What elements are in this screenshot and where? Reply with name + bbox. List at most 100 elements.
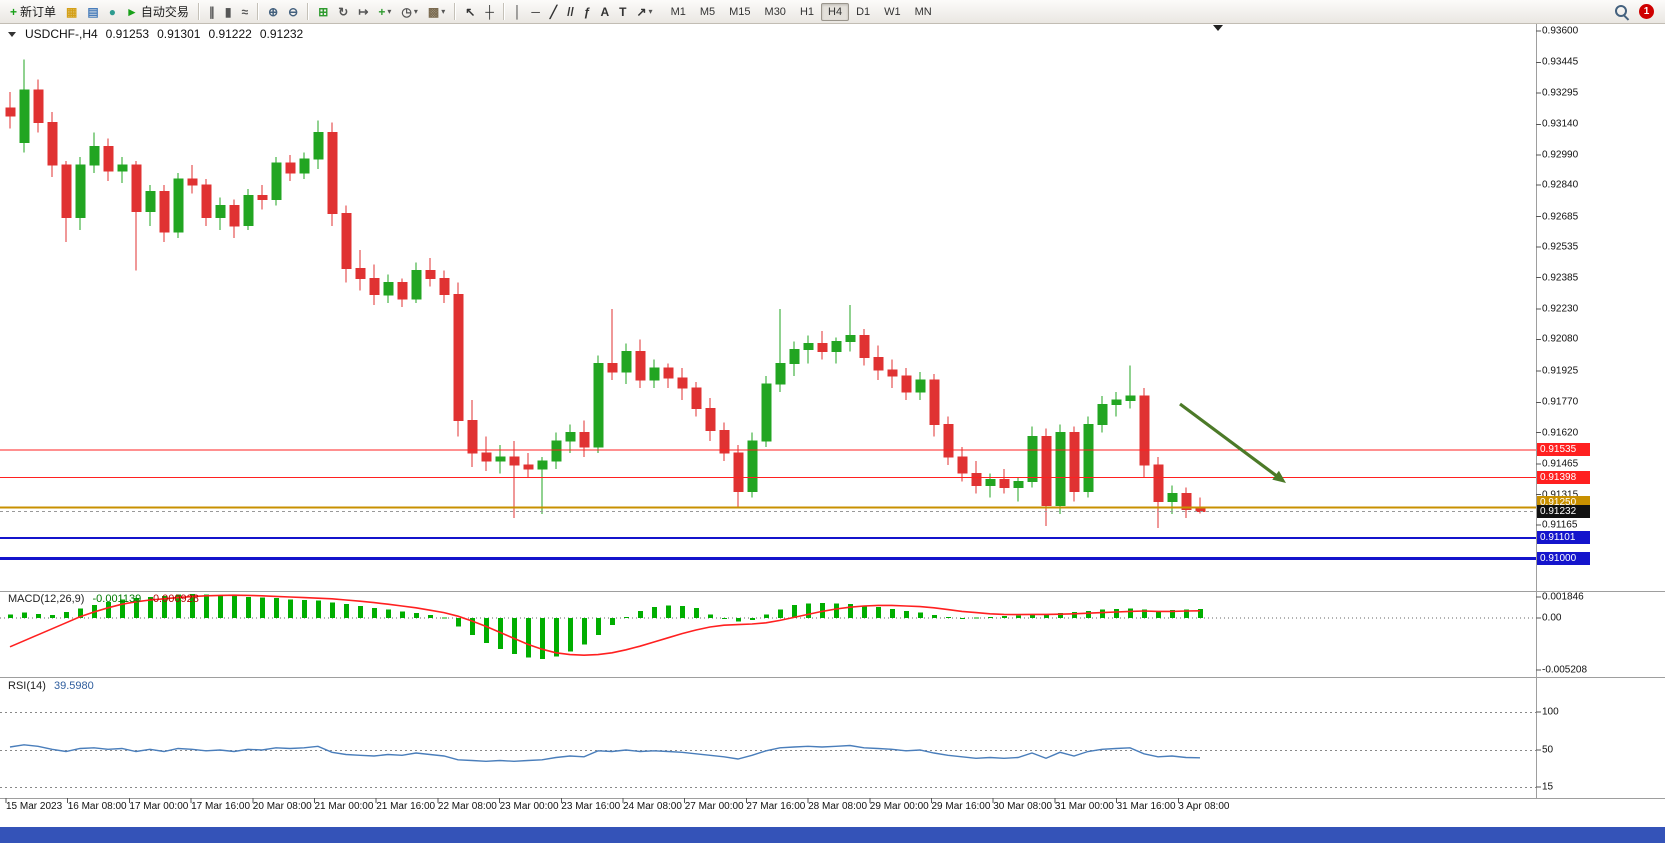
toolbar-separator (307, 3, 310, 20)
level-price-badge[interactable]: 0.91101 (1537, 531, 1590, 544)
rsi-axis-tick: 50 (1542, 744, 1554, 756)
candle-body (47, 121, 58, 166)
macd-bar (134, 598, 139, 618)
navigator-button[interactable]: ● (105, 1, 120, 22)
timeframe-m15[interactable]: M15 (729, 5, 751, 18)
price-tick: 0.92685 (1542, 211, 1579, 223)
macd-bar (960, 618, 965, 619)
macd-bar (1044, 615, 1049, 618)
timeframe-m30[interactable]: M30 (764, 5, 786, 18)
candle-body (327, 131, 338, 214)
candle-body (677, 377, 688, 389)
zoom-in-button[interactable]: ⊕ (264, 1, 282, 22)
trendline-button[interactable]: ╱ (546, 1, 561, 22)
macd-bar (260, 597, 265, 618)
candle-body (845, 334, 856, 342)
level-price-badge[interactable]: 0.91398 (1537, 470, 1590, 484)
bar-chart-button[interactable]: ∥ (205, 1, 219, 22)
time-tick-label: 3 Apr 08:00 (1178, 801, 1230, 812)
arrows-button[interactable]: ↗ ▾ (632, 1, 656, 22)
candle-body (355, 267, 366, 279)
templates-button[interactable]: ▩ ▾ (424, 1, 449, 22)
price-tick: 0.93445 (1542, 56, 1579, 68)
zoom-out-button[interactable]: ⊖ (284, 1, 302, 22)
macd-bar (288, 599, 293, 618)
time-tick-label: 30 Mar 08:00 (993, 801, 1053, 812)
macd-bar (148, 597, 153, 618)
level-price-badge[interactable]: 0.91000 (1537, 551, 1590, 565)
data-window-button[interactable]: ▤ (83, 1, 102, 22)
candle-body (985, 478, 996, 486)
horizontal-line-button[interactable]: ─ (527, 1, 544, 22)
candle-body (775, 363, 786, 385)
timeframe-h1[interactable]: H1 (799, 5, 814, 18)
auto-trading-label: 自动交易 (140, 5, 189, 19)
time-tick-label: 22 Mar 08:00 (437, 801, 497, 812)
macd-bar (708, 614, 713, 618)
macd-bar (540, 618, 545, 659)
level-price-badge[interactable]: 0.91535 (1537, 442, 1590, 456)
text-label-button[interactable]: T (615, 1, 630, 22)
candle-body (467, 420, 478, 454)
new-order-button[interactable]: + 新订单 (6, 1, 60, 22)
time-tick-label: 28 Mar 08:00 (808, 801, 868, 812)
trendline-icon: ╱ (549, 4, 558, 19)
candle-body (313, 131, 324, 160)
periods-button[interactable]: ◷ ▾ (397, 1, 422, 22)
timeframe-mn[interactable]: MN (914, 5, 932, 18)
candle-body (901, 375, 912, 393)
chart-shift-button[interactable]: ↦ (354, 1, 372, 22)
auto-scroll-button[interactable]: ↻ (334, 1, 352, 22)
trend-arrow[interactable] (1179, 402, 1286, 483)
candle-body (943, 424, 954, 458)
macd-bar (624, 616, 629, 618)
candlestick-chart-button[interactable]: ▮ (221, 1, 236, 22)
candle-body (5, 107, 16, 117)
macd-bar (1058, 613, 1063, 618)
crosshair-icon: ┼ (485, 4, 494, 19)
candle-body (89, 146, 100, 166)
one-click-trading-toggle[interactable] (8, 31, 16, 37)
macd-bar (988, 616, 993, 618)
timeframe-w1[interactable]: W1 (884, 5, 901, 18)
tile-windows-button[interactable]: ⊞ (314, 1, 332, 22)
timeframe-d1[interactable]: D1 (856, 5, 871, 18)
rsi-level-lines (0, 712, 1536, 788)
equidistant-channel-button[interactable]: // (563, 1, 578, 22)
timeframe-m5[interactable]: M5 (699, 5, 716, 18)
macd-bar (890, 609, 895, 618)
chevron-down-icon: ▾ (413, 7, 418, 16)
price-tick: 0.92535 (1542, 241, 1579, 253)
templates-icon: ▩ (427, 4, 440, 19)
time-tick-label: 23 Mar 00:00 (499, 801, 559, 812)
fibonacci-button[interactable]: ƒ (580, 1, 595, 22)
candle-body (1125, 395, 1136, 401)
navigator-icon: ● (108, 4, 116, 19)
candle-body (61, 164, 72, 219)
macd-bar (946, 616, 951, 618)
candle-body (159, 190, 170, 233)
macd-bar (414, 613, 419, 618)
tile-windows-icon: ⊞ (318, 4, 329, 19)
timeframe-h4[interactable]: H4 (821, 2, 850, 21)
candle-body (621, 351, 632, 373)
search-icon[interactable] (1615, 4, 1629, 19)
candle-body (145, 190, 156, 213)
candle-body (999, 478, 1010, 488)
indicators-button[interactable]: + ▾ (374, 1, 395, 22)
market-watch-icon: ▦ (66, 4, 78, 19)
crosshair-button[interactable]: ┼ (481, 1, 498, 22)
line-chart-button[interactable]: ≈ (237, 1, 252, 22)
periods-icon: ◷ (401, 4, 412, 19)
vertical-line-button[interactable]: │ (510, 1, 526, 22)
timeframe-m1[interactable]: M1 (670, 5, 686, 18)
candle-body (495, 456, 506, 462)
cursor-button[interactable]: ↖ (461, 1, 479, 22)
rsi-axis-tick: 100 (1542, 706, 1559, 718)
auto-trading-button[interactable]: ► 自动交易 (122, 1, 193, 22)
text-button[interactable]: A (596, 1, 613, 22)
market-watch-button[interactable]: ▦ (62, 1, 81, 22)
notification-badge[interactable]: 1 (1639, 4, 1654, 19)
